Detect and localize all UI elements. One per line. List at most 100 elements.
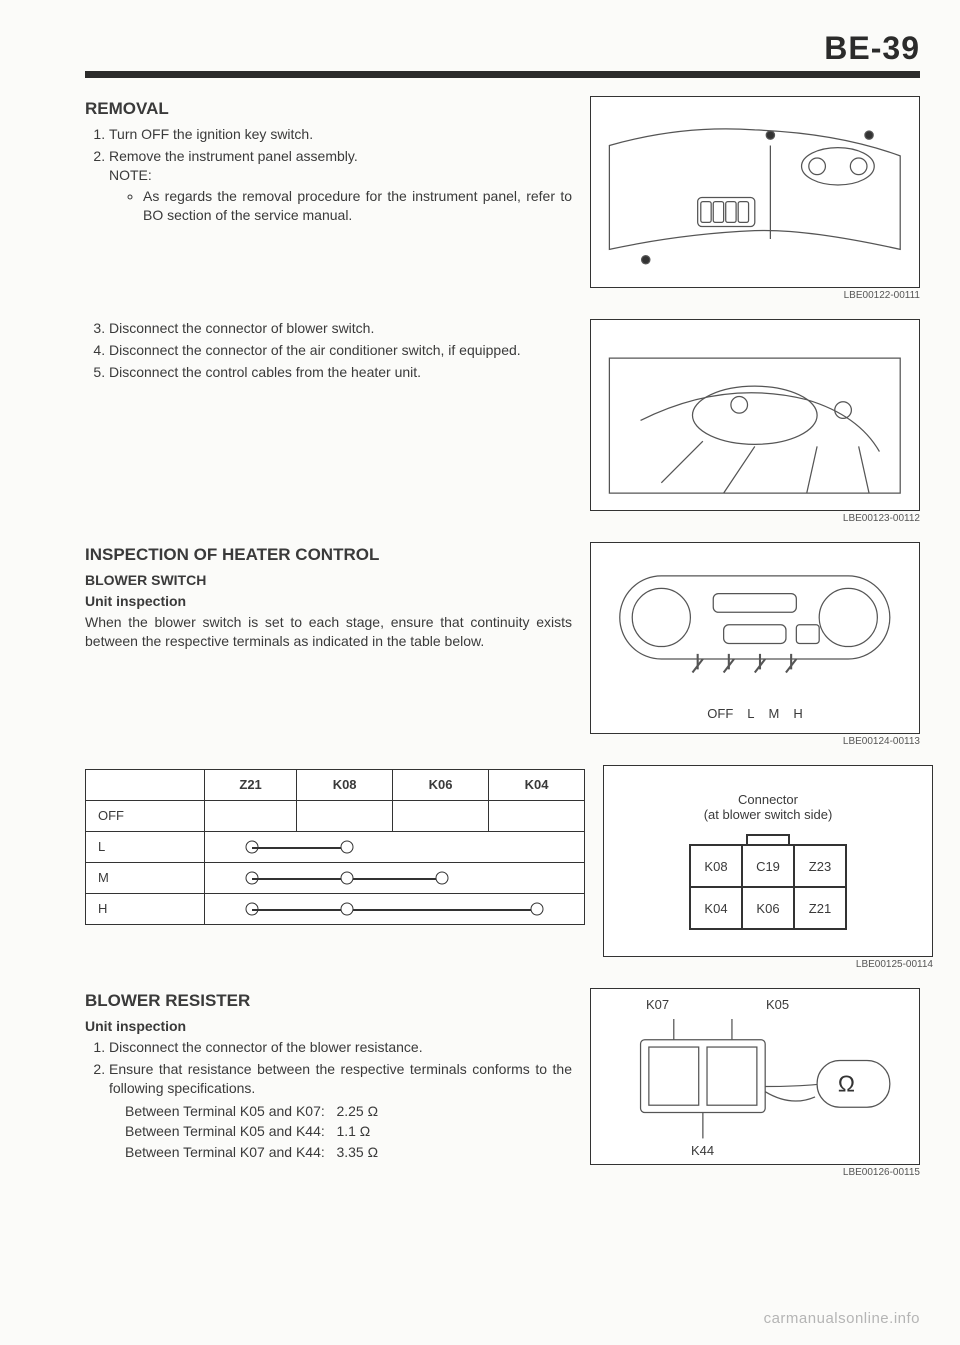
step-3: Disconnect the connector of blower switc… bbox=[109, 319, 572, 338]
connector-subtitle: (at blower switch side) bbox=[704, 807, 833, 822]
figure-1 bbox=[590, 96, 920, 288]
figure-1-col: LBE00122-00111 bbox=[590, 96, 920, 311]
table-wrapper: Z21 K08 K06 K04 OFF L bbox=[85, 765, 585, 925]
dashboard-illustration bbox=[599, 102, 911, 283]
pin-k04: K04 bbox=[690, 887, 742, 929]
table-header-row: Z21 K08 K06 K04 bbox=[86, 770, 585, 801]
cell-off: OFF bbox=[86, 801, 205, 832]
figure-3: OFF L M H bbox=[590, 542, 920, 734]
removal-heading: REMOVAL bbox=[85, 98, 572, 121]
figure-3-col: OFF L M H LBE00124-00113 bbox=[590, 542, 920, 757]
figure-2-col: LBE00123-00112 bbox=[590, 319, 920, 534]
pin-z21: Z21 bbox=[794, 887, 846, 929]
resister-text: BLOWER RESISTER Unit inspection Disconne… bbox=[85, 988, 572, 1188]
step-2: Remove the instrument panel assembly. NO… bbox=[109, 147, 572, 225]
inspection-body: When the blower switch is set to each st… bbox=[85, 613, 572, 651]
spec-2-label: Between Terminal K05 and K44: bbox=[125, 1123, 325, 1139]
spec-3-value: 3.35 Ω bbox=[336, 1144, 378, 1160]
dial-label-m: M bbox=[769, 706, 780, 721]
pin-k06: K06 bbox=[742, 887, 794, 929]
step-4: Disconnect the connector of the air cond… bbox=[109, 341, 572, 360]
row-l: L bbox=[86, 832, 585, 863]
figure-4-col: Connector (at blower switch side) K08 C1… bbox=[603, 765, 933, 980]
pin-z23: Z23 bbox=[794, 845, 846, 887]
dial-label-h: H bbox=[793, 706, 802, 721]
spec-1-label: Between Terminal K05 and K07: bbox=[125, 1103, 325, 1119]
spec-2-value: 1.1 Ω bbox=[336, 1123, 370, 1139]
note-bullet: As regards the removal procedure for the… bbox=[143, 187, 572, 225]
connector-title: Connector bbox=[738, 792, 798, 807]
th-k08: K08 bbox=[297, 770, 393, 801]
step-5: Disconnect the control cables from the h… bbox=[109, 363, 572, 382]
connector-label: Connector (at blower switch side) bbox=[704, 792, 833, 822]
cell-h: H bbox=[86, 894, 205, 925]
step-1: Turn OFF the ignition key switch. bbox=[109, 125, 572, 144]
resister-steps: Disconnect the connector of the blower r… bbox=[91, 1038, 572, 1098]
spec-1-value: 2.25 Ω bbox=[336, 1103, 378, 1119]
removal-steps-12: Turn OFF the ignition key switch. Remove… bbox=[91, 125, 572, 224]
continuity-l bbox=[205, 832, 585, 863]
spec-list: Between Terminal K05 and K07: 2.25 Ω Bet… bbox=[125, 1102, 572, 1163]
dial-label-off: OFF bbox=[707, 706, 733, 721]
section-removal-bottom: Disconnect the connector of blower switc… bbox=[85, 319, 920, 534]
th-z21: Z21 bbox=[205, 770, 297, 801]
svg-text:Ω: Ω bbox=[838, 1071, 855, 1097]
th-k04: K04 bbox=[489, 770, 585, 801]
row-off: OFF bbox=[86, 801, 585, 832]
inspection-text: INSPECTION OF HEATER CONTROL BLOWER SWIT… bbox=[85, 542, 572, 757]
row-h: H bbox=[86, 894, 585, 925]
resister-step-1: Disconnect the connector of the blower r… bbox=[109, 1038, 572, 1057]
section-removal-top: REMOVAL Turn OFF the ignition key switch… bbox=[85, 96, 920, 311]
figure-2 bbox=[590, 319, 920, 511]
resister-sub: Unit inspection bbox=[85, 1017, 572, 1036]
resister-heading: BLOWER RESISTER bbox=[85, 990, 572, 1013]
figure-2-code: LBE00123-00112 bbox=[590, 513, 920, 524]
figure-5-code: LBE00126-00115 bbox=[590, 1167, 920, 1178]
removal-text-bottom: Disconnect the connector of blower switc… bbox=[85, 319, 572, 534]
removal-text-top: REMOVAL Turn OFF the ignition key switch… bbox=[85, 96, 572, 311]
page: BE-39 REMOVAL Turn OFF the ignition key … bbox=[0, 0, 960, 1345]
th-blank bbox=[86, 770, 205, 801]
spec-3-label: Between Terminal K07 and K44: bbox=[125, 1144, 325, 1160]
cell-m: M bbox=[86, 863, 205, 894]
dial-label-l: L bbox=[747, 706, 754, 721]
note-list: As regards the removal procedure for the… bbox=[131, 187, 572, 225]
section-inspection: INSPECTION OF HEATER CONTROL BLOWER SWIT… bbox=[85, 542, 920, 757]
spec-1: Between Terminal K05 and K07: 2.25 Ω bbox=[125, 1102, 572, 1121]
heater-unit-illustration bbox=[599, 325, 911, 506]
pin-k08: K08 bbox=[690, 845, 742, 887]
continuity-m bbox=[205, 863, 585, 894]
figure-4: Connector (at blower switch side) K08 C1… bbox=[603, 765, 933, 957]
resister-illustration: Ω bbox=[599, 993, 911, 1159]
cell-l: L bbox=[86, 832, 205, 863]
continuity-table: Z21 K08 K06 K04 OFF L bbox=[85, 769, 585, 925]
resister-step-2: Ensure that resistance between the respe… bbox=[109, 1060, 572, 1098]
watermark: carmanualsonline.info bbox=[764, 1310, 920, 1327]
inspection-sub2: Unit inspection bbox=[85, 592, 572, 611]
heater-control-panel-illustration bbox=[599, 548, 911, 729]
spec-3: Between Terminal K07 and K44: 3.35 Ω bbox=[125, 1143, 572, 1162]
row-m: M bbox=[86, 863, 585, 894]
header-rule bbox=[85, 71, 920, 78]
figure-5-col: Ω K07 K05 K44 LBE00126-00115 bbox=[590, 988, 920, 1188]
section-resister: BLOWER RESISTER Unit inspection Disconne… bbox=[85, 988, 920, 1188]
continuity-h bbox=[205, 894, 585, 925]
figure-5: Ω K07 K05 K44 bbox=[590, 988, 920, 1165]
inspection-sub1: BLOWER SWITCH bbox=[85, 571, 572, 590]
figure-4-code: LBE00125-00114 bbox=[603, 959, 933, 970]
pin-label-k44: K44 bbox=[691, 1143, 714, 1158]
pin-label-k05: K05 bbox=[766, 997, 789, 1012]
th-k06: K06 bbox=[393, 770, 489, 801]
inspection-heading: INSPECTION OF HEATER CONTROL bbox=[85, 544, 572, 567]
pin-label-k07: K07 bbox=[646, 997, 669, 1012]
spec-2: Between Terminal K05 and K44: 1.1 Ω bbox=[125, 1122, 572, 1141]
step-2-text: Remove the instrument panel assembly. bbox=[109, 148, 358, 164]
figure-3-code: LBE00124-00113 bbox=[590, 736, 920, 747]
page-number: BE-39 bbox=[85, 30, 920, 67]
connector-grid: K08 C19 Z23 K04 K06 Z21 bbox=[689, 844, 847, 930]
pin-c19: C19 bbox=[742, 845, 794, 887]
figure-1-code: LBE00122-00111 bbox=[590, 290, 920, 301]
note-label: NOTE: bbox=[109, 167, 152, 183]
removal-steps-345: Disconnect the connector of blower switc… bbox=[91, 319, 572, 382]
section-table: Z21 K08 K06 K04 OFF L bbox=[85, 765, 920, 980]
